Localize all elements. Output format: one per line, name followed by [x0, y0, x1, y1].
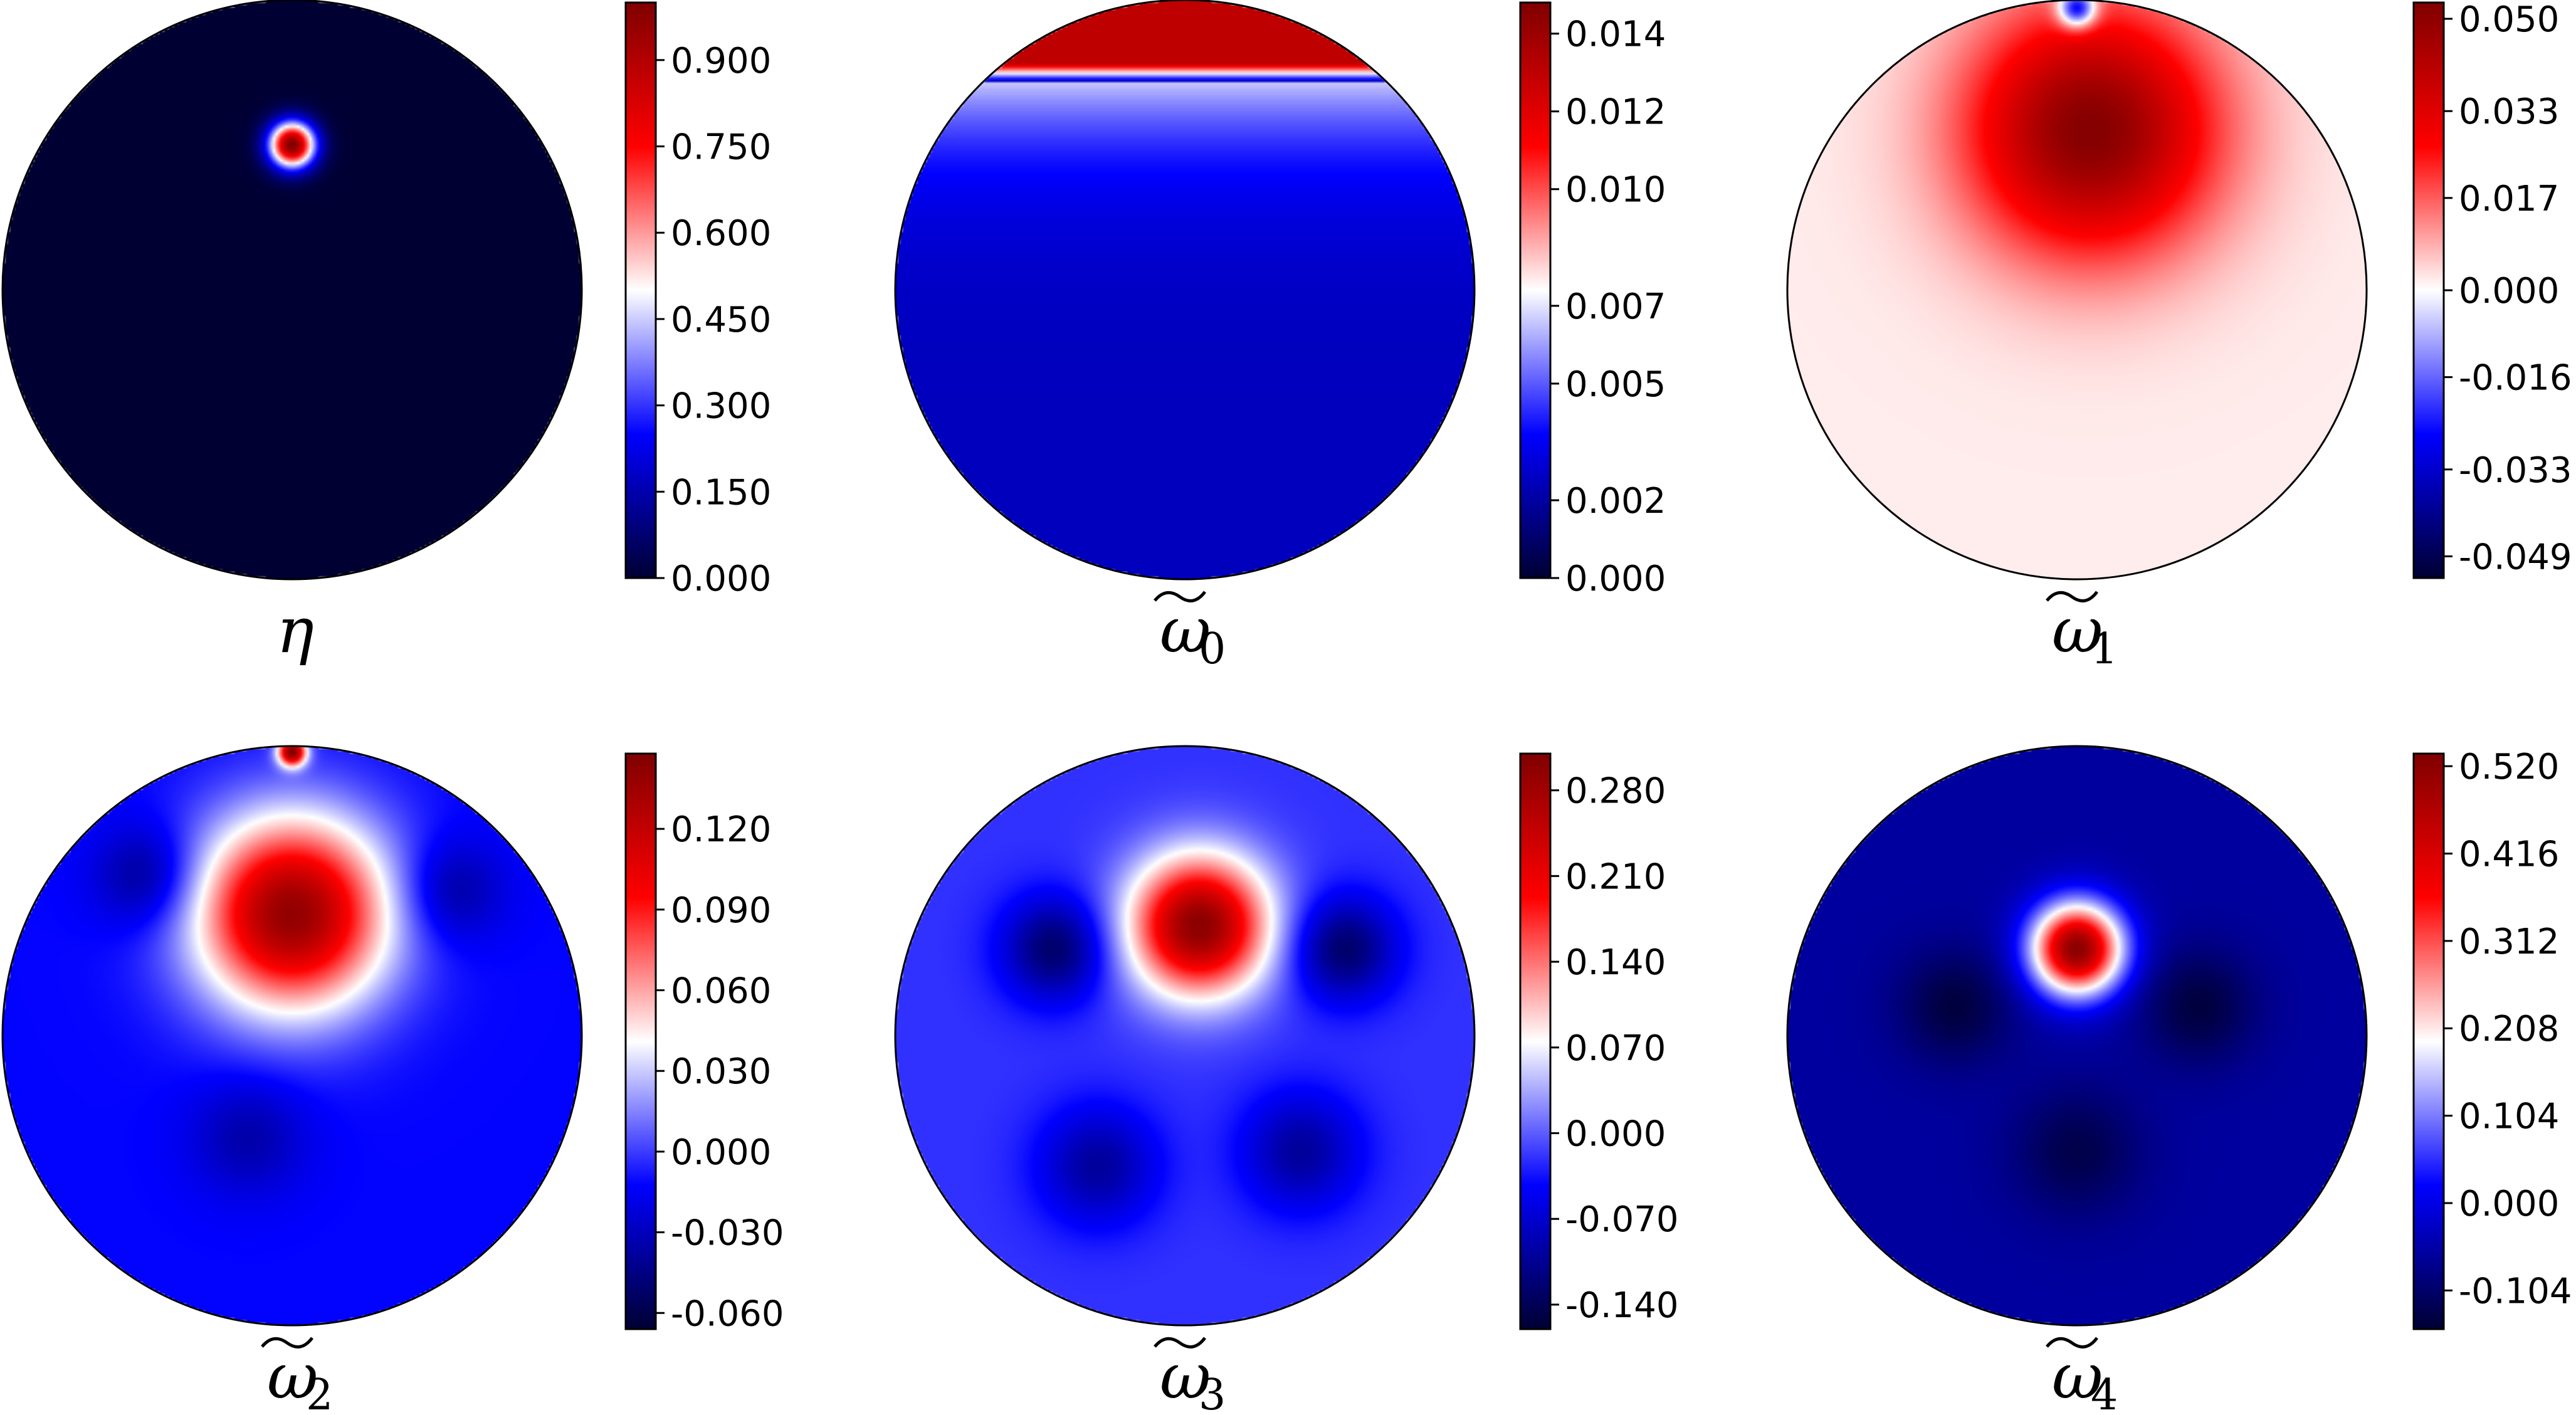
- panel-3: -0.060 -0.030 0.000 0.030 0.060 0.090 0.120 ω2: [1, 745, 784, 1415]
- colorbar-tick-label-3-3: 0.030: [671, 1051, 771, 1092]
- panel-label-subscript-2: 1: [2091, 624, 2118, 674]
- colorbar-tick-label-3-1: -0.030: [671, 1213, 784, 1254]
- colorbar-tick-label-0-4: 0.600: [671, 213, 771, 254]
- colorbar-tick-label-3-4: 0.060: [671, 971, 771, 1011]
- colorbar-4: [1519, 752, 1552, 1330]
- colorbar-tick-label-2-6: 0.050: [2459, 0, 2559, 40]
- colorbar-tick-label-2-2: -0.016: [2459, 358, 2572, 399]
- colorbar-3: [624, 752, 657, 1330]
- colorbar-tick-label-2-4: 0.017: [2459, 179, 2559, 219]
- tilde-accent-1: [1154, 591, 1206, 602]
- colorbar-tick-label-0-3: 0.450: [671, 300, 771, 340]
- panel-label-0: η: [276, 594, 314, 667]
- field-disk-0: [3, 0, 582, 579]
- panel-label-4: ω: [1160, 1340, 1211, 1413]
- panel-label-subscript-4: 3: [1199, 1370, 1226, 1415]
- disk-outline-0: [1, 0, 583, 581]
- disk-outline-4: [894, 745, 1476, 1327]
- colorbar-tick-label-4-6: 0.280: [1565, 771, 1666, 812]
- field-disk-4: [895, 746, 1475, 1325]
- panel-label-5: ω: [2052, 1340, 2103, 1413]
- colorbar-tick-label-2-3: 0.000: [2459, 271, 2559, 312]
- disk-outline-2: [1786, 0, 2368, 581]
- panel-1: 0.000 0.002 0.005 0.007 0.010 0.012 0.014 ω0: [894, 0, 1666, 674]
- disk-outline-1: [894, 0, 1476, 581]
- colorbar-5: [2412, 752, 2445, 1330]
- colorbar-tick-label-4-2: 0.000: [1565, 1113, 1666, 1154]
- colorbar-tick-label-0-2: 0.300: [671, 386, 771, 427]
- colorbar-tick-label-4-1: -0.070: [1565, 1199, 1679, 1240]
- field-disk-5: [1787, 746, 2367, 1325]
- colorbar-tick-label-3-2: 0.000: [671, 1132, 771, 1173]
- colorbar-tick-label-5-2: 0.104: [2459, 1097, 2559, 1137]
- colorbar-tick-label-5-4: 0.312: [2459, 922, 2559, 962]
- field-disk-2: [1787, 0, 2367, 579]
- tilde-accent-3: [261, 1337, 313, 1349]
- colorbar-tick-label-3-6: 0.120: [671, 809, 771, 850]
- colorbar-tick-label-5-1: 0.000: [2459, 1184, 2559, 1224]
- colorbar-tick-label-5-3: 0.208: [2459, 1009, 2559, 1049]
- colorbar-tick-label-4-5: 0.210: [1565, 856, 1666, 897]
- disk-outline-5: [1786, 745, 2368, 1327]
- colorbar-tick-label-5-5: 0.416: [2459, 834, 2559, 875]
- panel-label-subscript-1: 0: [1199, 624, 1226, 674]
- colorbar-2: [2412, 1, 2445, 579]
- panel-label-3: ω: [267, 1340, 318, 1413]
- colorbar-tick-label-4-3: 0.070: [1565, 1028, 1666, 1069]
- tilde-accent-5: [2046, 1337, 2098, 1349]
- colorbar-tick-label-0-1: 0.150: [671, 472, 771, 513]
- colorbar-tick-label-5-6: 0.520: [2459, 747, 2559, 787]
- colorbar-1: [1519, 1, 1552, 579]
- colorbar-tick-label-1-6: 0.014: [1565, 14, 1666, 55]
- field-disk-1: [895, 0, 1475, 579]
- colorbar-tick-label-4-0: -0.140: [1565, 1285, 1679, 1326]
- colorbar-tick-label-2-1: -0.033: [2459, 450, 2572, 491]
- panel-0: 0.000 0.150 0.300 0.450 0.600 0.750 0.900 η: [1, 0, 771, 667]
- panel-label-1: ω: [1160, 594, 1211, 667]
- panel-4: -0.140 -0.070 0.000 0.070 0.140 0.210 0.280 ω3: [894, 745, 1679, 1415]
- colorbar-tick-label-1-0: 0.000: [1565, 559, 1666, 599]
- colorbar-tick-label-4-4: 0.140: [1565, 942, 1666, 983]
- colorbar-tick-label-2-0: -0.049: [2459, 537, 2572, 577]
- colorbar-tick-label-0-0: 0.000: [671, 559, 771, 599]
- panel-label-subscript-5: 4: [2091, 1370, 2118, 1415]
- colorbar-tick-label-1-2: 0.005: [1565, 364, 1666, 405]
- colorbar-tick-label-3-5: 0.090: [671, 890, 771, 931]
- colorbar-tick-label-5-0: -0.104: [2459, 1271, 2572, 1312]
- colorbar-tick-label-1-5: 0.012: [1565, 92, 1666, 133]
- colorbar-tick-label-3-0: -0.060: [671, 1293, 784, 1334]
- colorbar-tick-label-1-3: 0.007: [1565, 287, 1666, 327]
- panel-2: -0.049 -0.033 -0.016 0.000 0.017 0.033 0.050 ω1: [1786, 0, 2572, 674]
- disk-outline-3: [1, 745, 583, 1327]
- tilde-accent-4: [1154, 1337, 1206, 1349]
- panel-5: -0.104 0.000 0.104 0.208 0.312 0.416 0.520 ω4: [1786, 745, 2572, 1415]
- colorbar-tick-label-2-5: 0.033: [2459, 92, 2559, 132]
- colorbar-tick-label-0-5: 0.750: [671, 127, 771, 168]
- colorbar-0: [624, 1, 657, 579]
- tilde-accent-2: [2046, 591, 2098, 602]
- colorbar-tick-label-1-1: 0.002: [1565, 481, 1666, 522]
- panel-label-subscript-3: 2: [306, 1370, 333, 1415]
- colorbar-tick-label-1-4: 0.010: [1565, 170, 1666, 211]
- colorbar-tick-label-0-6: 0.900: [671, 41, 771, 82]
- field-disk-3: [3, 746, 582, 1325]
- panel-label-2: ω: [2052, 594, 2103, 667]
